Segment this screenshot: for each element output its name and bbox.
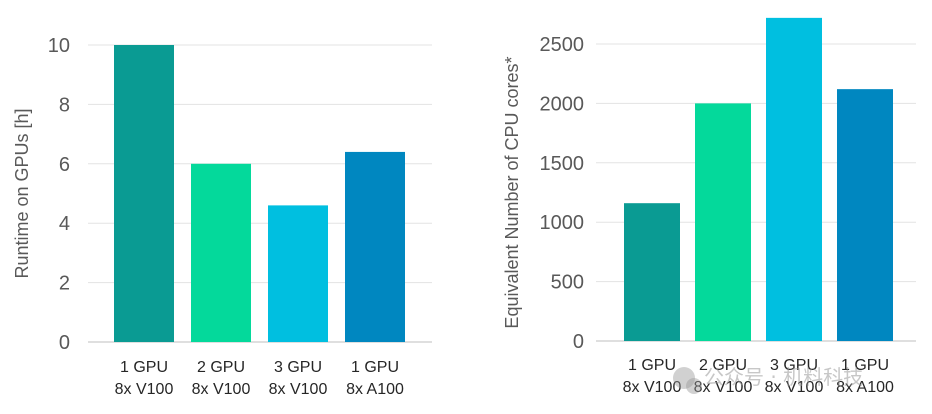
bar (837, 89, 893, 341)
x-tick-label: 8x A100 (346, 381, 404, 398)
x-tick-label: 8x V100 (623, 379, 682, 396)
cpu-cores-chart: 0 500 1000 1500 2000 2500 Equivalent Number of… (502, 17, 916, 396)
y-tick-label: 2 (59, 273, 70, 295)
y-tick-label: 8 (59, 94, 70, 116)
x-tick-label: 8x V100 (269, 381, 328, 398)
y-tick-label: 6 (59, 154, 70, 176)
x-tick-label: 2 GPU (197, 359, 245, 376)
y-tick-label: 4 (59, 213, 70, 235)
x-tick-label: 8x A100 (836, 379, 894, 396)
y-tick-label: 500 (551, 272, 584, 294)
x-tick-label: 1 GPU (628, 357, 676, 374)
y-tick-label: 2500 (540, 34, 585, 56)
y-axis-label: Runtime on GPUs [h] (12, 108, 32, 278)
x-tick-label: 8x V100 (694, 379, 753, 396)
y-tick-label: 0 (573, 331, 584, 353)
bar (114, 45, 174, 342)
bar (695, 103, 751, 342)
x-tick-label: 2 GPU (699, 357, 747, 374)
wechat-icon (673, 367, 695, 389)
y-tick-label: 0 (59, 332, 70, 354)
x-tick-label: 1 GPU (120, 359, 168, 376)
runtime-chart: 0 2 4 6 8 10 Runtime on GPUs [h] 1 GPU 8x V100 2 … (12, 35, 432, 398)
bar (191, 163, 251, 342)
watermark-text: 公众号 · 机料科技 (704, 365, 863, 389)
x-tick-label: 1 GPU (351, 359, 399, 376)
x-tick-label: 3 GPU (770, 357, 818, 374)
watermark: 公众号 · 机料科技 (673, 365, 863, 394)
x-tick-label: 8x V100 (192, 381, 251, 398)
x-tick-label: 8x V100 (115, 381, 174, 398)
y-tick-label: 1500 (540, 153, 585, 175)
x-tick-label: 8x V100 (765, 379, 824, 396)
wechat-icon-bubble (686, 378, 702, 394)
bar (766, 17, 822, 341)
bar (624, 203, 680, 341)
y-tick-label: 10 (48, 35, 70, 57)
bar (268, 205, 328, 342)
y-tick-label: 2000 (540, 93, 585, 115)
bar (345, 151, 405, 342)
y-axis-label: Equivalent Number of CPU cores* (502, 56, 522, 328)
x-tick-label: 1 GPU (841, 357, 889, 374)
x-tick-label: 3 GPU (274, 359, 322, 376)
y-tick-label: 1000 (540, 212, 585, 234)
